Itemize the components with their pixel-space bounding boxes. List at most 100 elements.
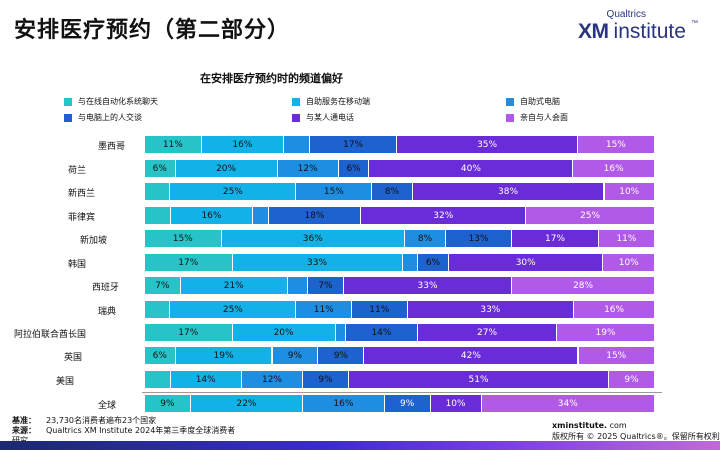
bar-segment: 9% <box>272 347 319 364</box>
data-label: 17% <box>545 233 566 244</box>
data-label: 21% <box>223 280 244 291</box>
row-label: 荷兰 <box>68 166 87 176</box>
bar-track: 6% 19% 9% 9% 42% 15% <box>145 347 655 364</box>
legend-swatch <box>292 113 300 122</box>
bar-segment: 6% <box>145 347 176 364</box>
data-label: 16% <box>333 398 354 409</box>
bar-segment <box>145 183 171 200</box>
bar-segment: 51% <box>349 371 610 388</box>
bar-segment: 10% <box>604 183 655 200</box>
data-label: 12% <box>297 163 318 174</box>
legend-label: 自助服务在移动端 <box>306 97 370 106</box>
row-label: 墨西哥 <box>98 142 126 152</box>
bottom-gradient-bar <box>0 441 720 450</box>
bar-segment: 15% <box>145 230 222 247</box>
data-label: 40% <box>460 163 481 174</box>
legend-item: 自助式电脑 <box>506 96 560 107</box>
row-label: 菲律宾 <box>68 213 96 223</box>
legend-item: 与某人通电话 <box>292 112 354 123</box>
legend-swatch <box>506 97 514 106</box>
bar-track: 11% 16% 17% 35% 15% <box>145 136 655 153</box>
bar-segment: 34% <box>481 395 655 412</box>
bar-segment: 9% <box>303 371 349 388</box>
data-label: 13% <box>468 233 489 244</box>
bar-segment: 11% <box>352 301 408 318</box>
legend-label: 自助式电脑 <box>520 97 560 106</box>
bar-segment: 35% <box>397 136 578 153</box>
bar-segment: 16% <box>170 207 254 224</box>
bar-segment: 21% <box>180 277 288 294</box>
bar-segment: 33% <box>343 277 513 294</box>
legend-item: 与电脑上的人交谈 <box>64 112 142 123</box>
data-label: 20% <box>273 327 294 338</box>
data-label: 22% <box>236 398 257 409</box>
footer-copyright-text: 版权所有 © 2025 Qualtrics®。保留所有权利 <box>552 432 720 441</box>
bar-track: 7% 21% 7% 33% 28% <box>145 277 655 294</box>
bar-segment: 10% <box>603 254 655 271</box>
bar-segment: 30% <box>448 254 604 271</box>
bar-segment <box>253 207 269 224</box>
row-label: 西班牙 <box>92 283 120 293</box>
bar-segment: 8% <box>372 183 413 200</box>
bar-track: 9% 22% 16% 9% 10% 34% <box>145 395 655 412</box>
bar-track: 16% 18% 32% 25% <box>145 207 655 224</box>
bar-segment: 16% <box>201 136 285 153</box>
data-label: 15% <box>323 186 344 197</box>
data-label: 14% <box>371 327 392 338</box>
data-label: 30% <box>515 257 536 268</box>
data-label: 33% <box>480 304 501 315</box>
footer-source-value: Qualtrics XM Institute 2024年第三季度全球消费者 <box>46 426 236 435</box>
bar-segment: 25% <box>170 183 297 200</box>
data-label: 27% <box>477 327 498 338</box>
data-label: 35% <box>477 139 498 150</box>
footer-site-link[interactable]: xminstitute. com <box>552 420 720 431</box>
footer-source-cont: 研究 <box>12 436 235 446</box>
row-label: 瑞典 <box>98 307 117 317</box>
data-label: 6% <box>152 350 167 361</box>
data-label: 16% <box>604 304 625 315</box>
chart-title: 在安排医疗预约时的频道偏好 <box>200 72 343 85</box>
footer-base-value: 23,730名消费者遍布23个国家 <box>46 416 157 425</box>
bar-segment: 9% <box>318 347 365 364</box>
bar-segment: 8% <box>405 230 446 247</box>
data-label: 9% <box>333 350 348 361</box>
bar-segment: 36% <box>221 230 406 247</box>
bar-segment: 18% <box>268 207 362 224</box>
bar-segment: 7% <box>145 277 181 294</box>
bar-segment: 40% <box>369 160 574 177</box>
bar-segment <box>145 207 171 224</box>
legend-label: 与电脑上的人交谈 <box>78 113 142 122</box>
bar-segment: 38% <box>412 183 605 200</box>
data-label: 25% <box>580 210 601 221</box>
data-label: 15% <box>172 233 193 244</box>
bar-segment: 33% <box>232 254 403 271</box>
data-label: 18% <box>304 210 325 221</box>
legend-swatch <box>506 113 514 122</box>
bar-segment: 13% <box>445 230 513 247</box>
data-label: 9% <box>318 374 333 385</box>
data-label: 9% <box>287 350 303 361</box>
bar-segment: 15% <box>296 183 373 200</box>
bar-track: 25% 11% 11% 33% 16% <box>145 301 655 318</box>
data-label: 32% <box>433 210 454 221</box>
data-label: 20% <box>216 163 237 174</box>
footer-base: 基准： 23,730名消费者遍布23个国家 <box>12 416 235 426</box>
page-title: 安排医疗预约（第二部分） <box>14 18 291 43</box>
bar-segment: 20% <box>175 160 278 177</box>
bar-segment <box>402 254 419 271</box>
data-label: 9% <box>399 398 415 409</box>
bar-segment: 16% <box>573 160 655 177</box>
bar-segment: 16% <box>574 301 655 318</box>
legend-label: 与在线自动化系统聊天 <box>78 97 158 106</box>
bar-segment: 11% <box>145 136 202 153</box>
bar-segment <box>287 277 309 294</box>
legend-label: 亲自与人会面 <box>520 113 568 122</box>
bar-track: 15% 36% 8% 13% 17% 11% <box>145 230 655 247</box>
legend-swatch <box>64 97 72 106</box>
data-label: 9% <box>160 398 175 409</box>
row-label: 全球 <box>98 401 117 411</box>
data-label: 17% <box>178 257 199 268</box>
bar-segment: 9% <box>384 395 431 412</box>
global-divider <box>142 392 662 393</box>
bar-segment: 15% <box>577 136 655 153</box>
